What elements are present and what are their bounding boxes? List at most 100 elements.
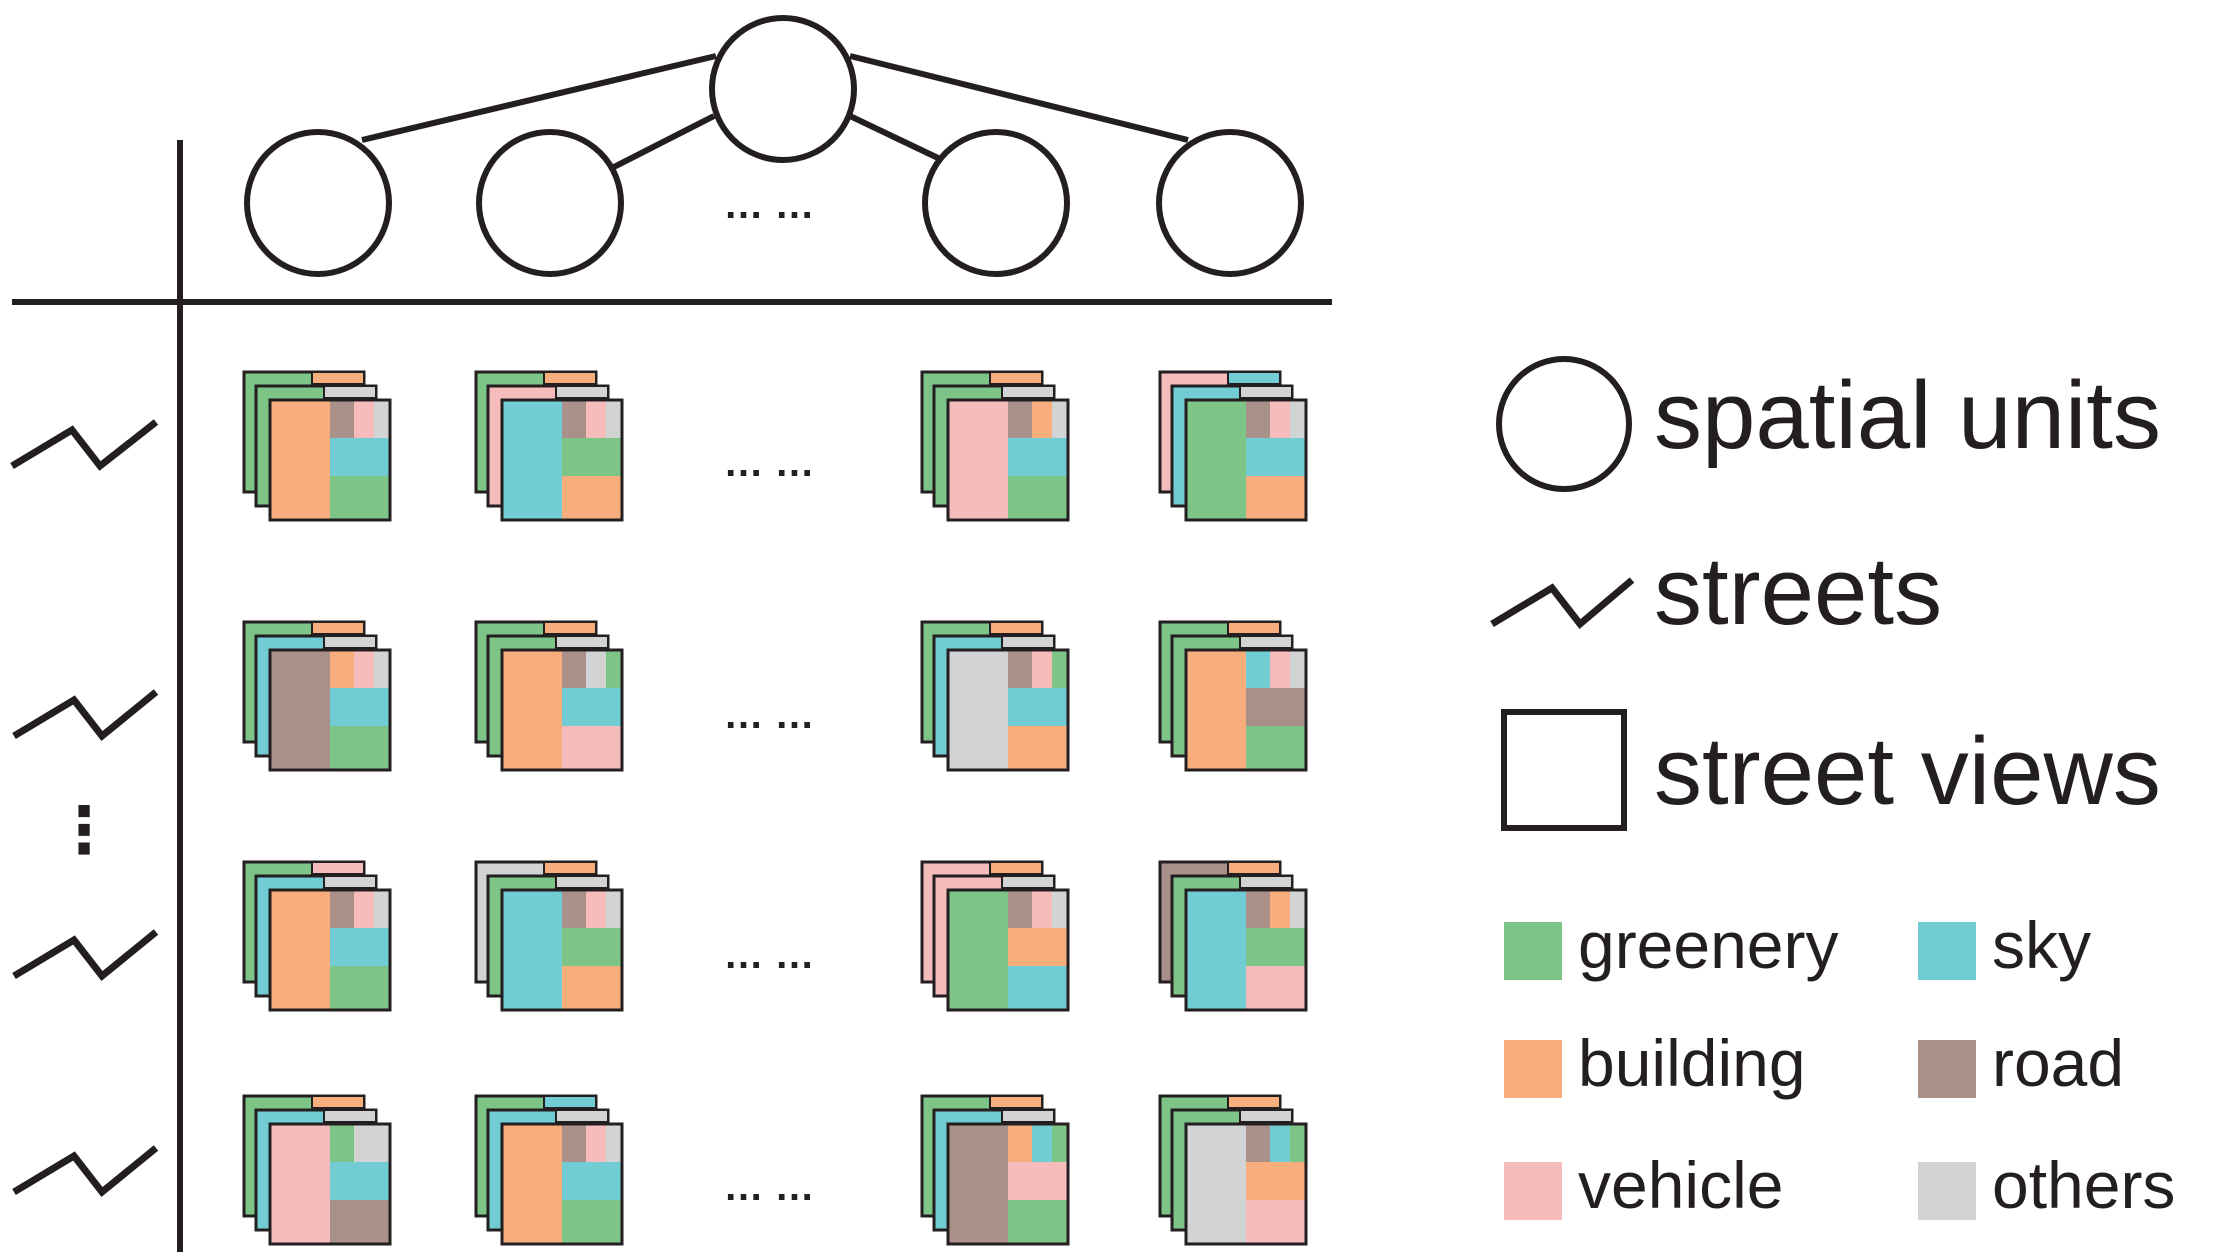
segment-others xyxy=(1239,1109,1293,1123)
street-view-card-front xyxy=(946,1122,1070,1246)
column-ellipsis-row-4: … … xyxy=(723,1165,814,1209)
axes xyxy=(12,140,1332,1252)
segment-others xyxy=(374,1124,390,1162)
segment-greenery xyxy=(330,1124,354,1162)
tree-ellipsis: … … xyxy=(723,183,814,227)
segment-others xyxy=(323,385,377,399)
segment-others xyxy=(374,400,390,438)
segment-building xyxy=(1270,890,1290,928)
segment-greenery xyxy=(948,890,1008,1010)
segment-vehicle xyxy=(1270,400,1290,438)
segment-others xyxy=(1052,400,1068,438)
segment-others xyxy=(555,875,609,889)
street-view-card-front xyxy=(946,648,1070,772)
spatial-unit-4 xyxy=(1156,129,1304,277)
card-border xyxy=(500,888,624,1012)
segment-road xyxy=(562,1124,586,1162)
segment-others xyxy=(586,650,606,688)
vehicle-swatch xyxy=(1504,1162,1562,1220)
segment-vehicle xyxy=(1032,650,1052,688)
card-border xyxy=(268,398,392,522)
segment-vehicle xyxy=(562,726,622,770)
others-swatch xyxy=(1918,1162,1976,1220)
segment-road xyxy=(1008,650,1032,688)
segment-road xyxy=(948,1124,1008,1244)
segment-greenery xyxy=(1186,400,1246,520)
card-border xyxy=(268,1122,392,1246)
street-view-card-front xyxy=(268,648,392,772)
street-view-card-front xyxy=(500,398,624,522)
card-border xyxy=(946,398,1070,522)
segment-greenery xyxy=(1052,650,1068,688)
segment-building xyxy=(1032,400,1052,438)
tree-connectors xyxy=(361,53,1189,173)
segment-road xyxy=(330,890,354,928)
segment-road xyxy=(1246,400,1270,438)
connector-1 xyxy=(361,53,717,143)
segment-building xyxy=(543,621,597,635)
segment-others xyxy=(1001,385,1055,399)
segment-vehicle xyxy=(1246,966,1306,1010)
spatial-unit-2 xyxy=(476,129,624,277)
segment-others xyxy=(948,650,1008,770)
column-ellipsis-row-3: … … xyxy=(723,933,814,977)
segment-sky xyxy=(330,688,390,726)
street-view-card-front xyxy=(946,398,1070,522)
building-label: building xyxy=(1578,1026,1806,1100)
street-icon-row-2 xyxy=(12,689,159,741)
card-border xyxy=(500,398,624,522)
legend-street-views-icon xyxy=(1501,709,1627,831)
segment-vehicle xyxy=(1032,890,1052,928)
segment-others xyxy=(555,1109,609,1123)
segment-building xyxy=(1227,1095,1281,1109)
card-border xyxy=(1184,1122,1308,1246)
legend-spatial-units-label: spatial units xyxy=(1654,362,2161,469)
segment-others xyxy=(606,400,622,438)
street-view-card-front xyxy=(1184,648,1308,772)
street-view-stack-r4-c4 xyxy=(1158,1094,1308,1246)
card-border xyxy=(946,648,1070,772)
street-view-stack-r1-c2 xyxy=(474,370,624,522)
segment-sky xyxy=(1186,890,1246,1010)
segment-vehicle xyxy=(948,400,1008,520)
card-border xyxy=(946,888,1070,1012)
segment-road xyxy=(1246,688,1306,726)
segment-others xyxy=(1239,385,1293,399)
segment-vehicle xyxy=(354,650,374,688)
card-border xyxy=(1184,398,1308,522)
segment-sky xyxy=(502,890,562,1010)
street-view-card-front xyxy=(268,398,392,522)
segment-building xyxy=(1186,650,1246,770)
segment-vehicle xyxy=(586,890,606,928)
segment-road xyxy=(562,650,586,688)
legend-spatial-units-icon xyxy=(1496,356,1632,492)
segment-building xyxy=(270,890,330,1010)
road-label: road xyxy=(1992,1026,2124,1100)
segment-vehicle xyxy=(270,1124,330,1244)
segment-building xyxy=(562,966,622,1010)
segment-building xyxy=(502,1124,562,1244)
segment-greenery xyxy=(562,928,622,966)
connector-3 xyxy=(848,113,940,161)
segment-greenery xyxy=(1008,476,1068,520)
segment-greenery xyxy=(330,476,390,520)
road-swatch xyxy=(1918,1040,1976,1098)
legend-street-views-label: street views xyxy=(1654,718,2161,825)
column-ellipsis-row-2: … … xyxy=(723,693,814,737)
street-view-stack-r2-c3 xyxy=(920,620,1070,772)
segment-building xyxy=(989,371,1043,385)
segment-greenery xyxy=(562,1200,622,1244)
segment-others xyxy=(1052,890,1068,928)
segment-building xyxy=(1008,928,1068,966)
segment-others xyxy=(323,635,377,649)
segment-vehicle xyxy=(1008,1162,1068,1200)
segment-building xyxy=(543,861,597,875)
street-view-card-front xyxy=(1184,888,1308,1012)
segment-sky xyxy=(1032,1124,1052,1162)
segment-others xyxy=(555,635,609,649)
column-ellipses: … … … … … … … … xyxy=(723,441,814,1209)
segment-sky xyxy=(1008,688,1068,726)
segment-building xyxy=(311,1095,365,1109)
segment-others xyxy=(1186,1124,1246,1244)
legend: spatial units streets street views green… xyxy=(1490,356,2175,1222)
